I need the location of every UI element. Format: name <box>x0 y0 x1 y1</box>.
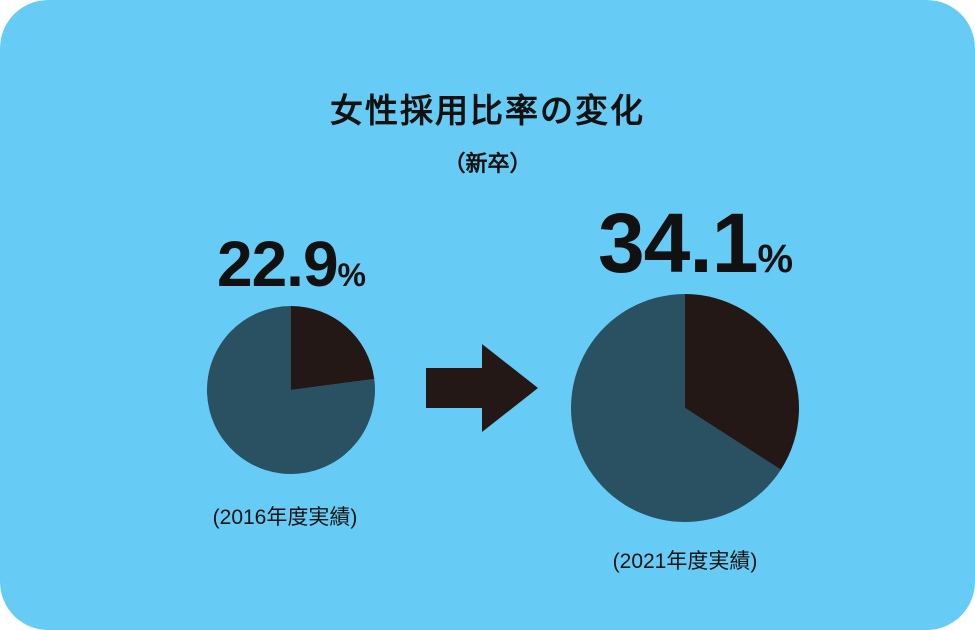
chart-title: 女性採用比率の変化 <box>330 91 645 130</box>
pie-2021-other-slice <box>571 294 781 522</box>
arrow-right-icon <box>426 344 538 432</box>
pie-2016-unit: % <box>337 257 366 293</box>
pie-2021 <box>571 294 800 522</box>
pie-2016-female-slice <box>291 306 375 390</box>
chart-subtitle: （新卒） <box>443 152 532 177</box>
pie-2016-value-label: 22.9% <box>186 229 396 310</box>
pie-2021-unit: % <box>757 237 793 281</box>
pie-2021-female-slice <box>685 294 800 470</box>
pie-2016 <box>206 306 375 475</box>
pie-2021-value: 34.1 <box>597 196 758 290</box>
pie-2016-period-caption: (2016年度実績) <box>212 506 358 529</box>
pie-2021-value-label: 34.1% <box>560 198 830 304</box>
pie-2016-other-slice <box>206 306 375 475</box>
pie-2016-value: 22.9 <box>216 228 339 300</box>
pie-2021-period-caption: (2021年度実績) <box>612 550 758 573</box>
